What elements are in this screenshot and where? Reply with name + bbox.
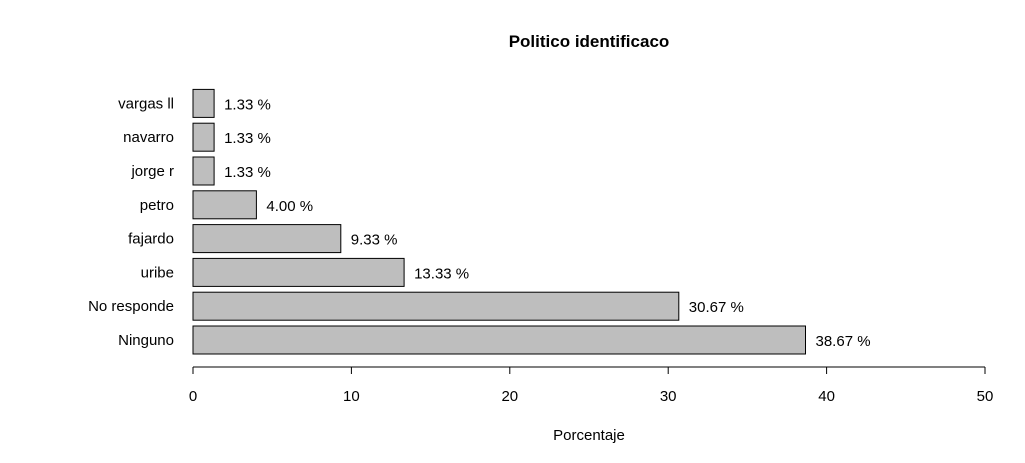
bar-fajardo [192, 224, 342, 254]
x-tick-label: 40 [818, 388, 835, 405]
chart-title: Politico identificaco [509, 32, 670, 51]
data-label: 30.67 % [689, 299, 744, 316]
x-tick-label: 0 [189, 388, 197, 405]
data-labels: 38.67 % 30.67 % 13.33 % 9.33 % 4.00 % 1.33 % 1… [224, 96, 870, 350]
data-label: 9.33 % [351, 232, 398, 249]
bar-uribe [192, 257, 405, 287]
data-label: 1.33 % [224, 130, 271, 147]
bar-petro [192, 190, 257, 220]
category-label: No responde [88, 298, 174, 315]
bar-ninguno [192, 325, 806, 355]
category-label: petro [140, 197, 174, 214]
category-label: navarro [123, 129, 174, 146]
x-axis-label: Porcentaje [553, 427, 625, 444]
category-label: Ninguno [118, 332, 174, 349]
x-axis: 0 10 20 30 40 50 [189, 366, 994, 405]
x-tick-label: 10 [343, 388, 360, 405]
bar-vargas-ll [192, 88, 215, 118]
x-tick-label: 50 [977, 388, 994, 405]
bar-no-responde [192, 291, 680, 321]
data-label: 4.00 % [266, 198, 313, 215]
bars-group [192, 88, 806, 355]
category-label: vargas ll [118, 95, 174, 112]
category-label: fajardo [128, 231, 174, 248]
bar-navarro [192, 122, 215, 152]
category-label: uribe [141, 264, 174, 281]
data-label: 13.33 % [414, 265, 469, 282]
category-label: jorge r [130, 163, 174, 180]
data-label: 1.33 % [224, 96, 271, 113]
bar-jorge-r [192, 156, 215, 186]
data-label: 1.33 % [224, 164, 271, 181]
x-tick-label: 30 [660, 388, 677, 405]
x-tick-label: 20 [501, 388, 518, 405]
data-label: 38.67 % [816, 333, 871, 350]
category-labels: Ninguno No responde uribe fajardo petro jorge… [88, 95, 174, 349]
